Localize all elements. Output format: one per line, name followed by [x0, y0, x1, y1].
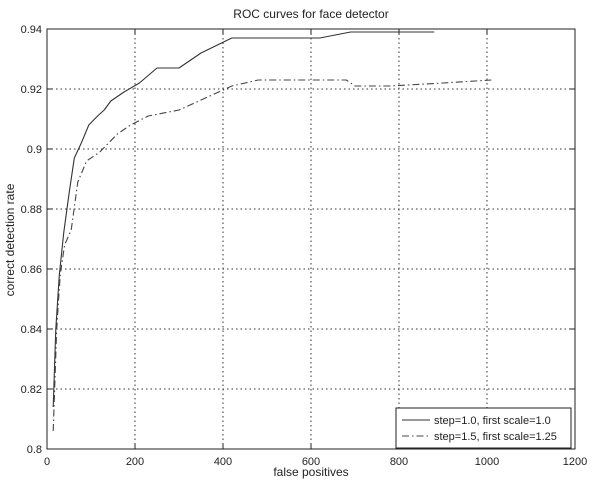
- x-axis-label: false positives: [273, 465, 348, 479]
- series-line-1: [52, 31, 435, 408]
- y-tick-label: 0.94: [21, 24, 42, 36]
- tick-labels: 0 200 400 600 800 1000 1200 0.8 0.82 0.84 0.86 0.88…: [21, 24, 588, 468]
- legend-label-2: step=1.5, first scale=1.25: [434, 431, 557, 443]
- y-tick-label: 0.8: [27, 444, 42, 456]
- y-tick-label: 0.9: [27, 144, 42, 156]
- x-tick-label: 200: [126, 456, 144, 468]
- y-axis-label: correct detection rate: [3, 183, 17, 296]
- x-tick-label: 800: [390, 456, 408, 468]
- y-tick-label: 0.88: [21, 204, 42, 216]
- x-tick-label: 1200: [563, 456, 587, 468]
- y-tick-label: 0.92: [21, 84, 42, 96]
- series-line-2: [52, 79, 492, 432]
- x-tick-label: 400: [214, 456, 232, 468]
- legend-box: [395, 407, 572, 449]
- y-tick-label: 0.82: [21, 384, 42, 396]
- y-tick-label: 0.86: [21, 264, 42, 276]
- legend-label-1: step=1.0, first scale=1.0: [434, 415, 551, 427]
- x-tick-label: 1000: [475, 456, 499, 468]
- series-layer: [52, 31, 492, 432]
- chart-title: ROC curves for face detector: [233, 7, 388, 21]
- legend: step=1.0, first scale=1.0 step=1.5, first…: [395, 407, 572, 449]
- y-tick-label: 0.84: [21, 324, 42, 336]
- x-tick-label: 600: [302, 456, 320, 468]
- x-tick-label: 0: [44, 456, 50, 468]
